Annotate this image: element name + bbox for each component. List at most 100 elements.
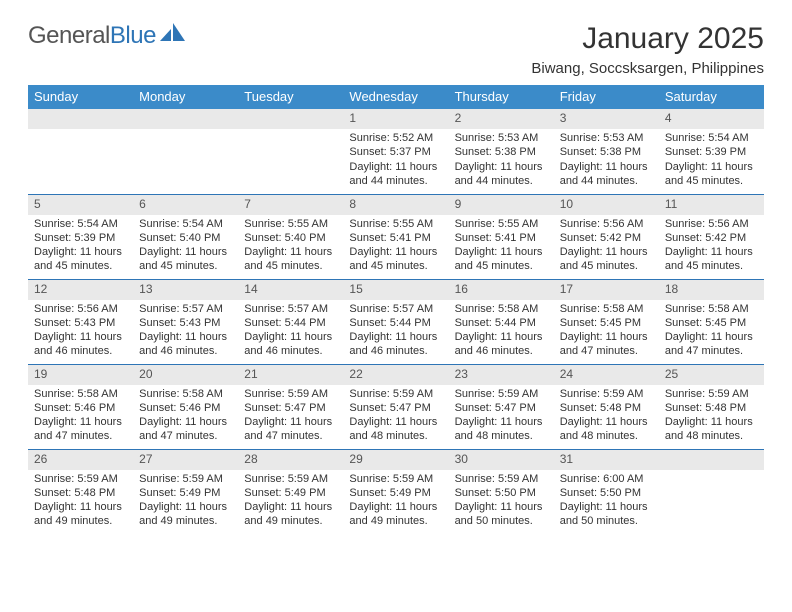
sunset-text: Sunset: 5:43 PM xyxy=(34,316,127,330)
day-number: 27 xyxy=(133,450,238,470)
sunrise-text: Sunrise: 5:59 AM xyxy=(34,472,127,486)
sunrise-text: Sunrise: 5:54 AM xyxy=(665,131,758,145)
calendar-day-cell: 19Sunrise: 5:58 AMSunset: 5:46 PMDayligh… xyxy=(28,364,133,449)
daylight-text: Daylight: 11 hours and 49 minutes. xyxy=(34,500,127,528)
calendar-day-cell: 22Sunrise: 5:59 AMSunset: 5:47 PMDayligh… xyxy=(343,364,448,449)
sunset-text: Sunset: 5:40 PM xyxy=(244,231,337,245)
day-details xyxy=(659,470,764,520)
day-details: Sunrise: 5:54 AMSunset: 5:40 PMDaylight:… xyxy=(133,215,238,277)
day-details: Sunrise: 5:59 AMSunset: 5:47 PMDaylight:… xyxy=(238,385,343,447)
day-details: Sunrise: 5:59 AMSunset: 5:49 PMDaylight:… xyxy=(343,470,448,532)
brand-sail-icon xyxy=(160,22,186,50)
sunrise-text: Sunrise: 5:58 AM xyxy=(665,302,758,316)
day-number xyxy=(133,109,238,129)
sunrise-text: Sunrise: 5:58 AM xyxy=(139,387,232,401)
calendar-day-cell: 7Sunrise: 5:55 AMSunset: 5:40 PMDaylight… xyxy=(238,194,343,279)
day-details: Sunrise: 5:57 AMSunset: 5:43 PMDaylight:… xyxy=(133,300,238,362)
calendar-day-cell xyxy=(133,109,238,194)
daylight-text: Daylight: 11 hours and 47 minutes. xyxy=(665,330,758,358)
day-number: 6 xyxy=(133,195,238,215)
sunset-text: Sunset: 5:43 PM xyxy=(139,316,232,330)
day-header: Tuesday xyxy=(238,85,343,109)
calendar-day-cell: 31Sunrise: 6:00 AMSunset: 5:50 PMDayligh… xyxy=(554,449,659,534)
day-number xyxy=(238,109,343,129)
daylight-text: Daylight: 11 hours and 48 minutes. xyxy=(665,415,758,443)
calendar-day-cell: 16Sunrise: 5:58 AMSunset: 5:44 PMDayligh… xyxy=(449,279,554,364)
calendar-day-cell: 5Sunrise: 5:54 AMSunset: 5:39 PMDaylight… xyxy=(28,194,133,279)
sunset-text: Sunset: 5:50 PM xyxy=(560,486,653,500)
daylight-text: Daylight: 11 hours and 45 minutes. xyxy=(349,245,442,273)
sunset-text: Sunset: 5:44 PM xyxy=(244,316,337,330)
month-title: January 2025 xyxy=(531,22,764,56)
daylight-text: Daylight: 11 hours and 45 minutes. xyxy=(244,245,337,273)
day-number: 30 xyxy=(449,450,554,470)
sunrise-text: Sunrise: 5:59 AM xyxy=(139,472,232,486)
day-number: 16 xyxy=(449,280,554,300)
sunrise-text: Sunrise: 5:56 AM xyxy=(34,302,127,316)
sunset-text: Sunset: 5:44 PM xyxy=(349,316,442,330)
brand-part1: General xyxy=(28,22,110,50)
day-details: Sunrise: 5:53 AMSunset: 5:38 PMDaylight:… xyxy=(449,129,554,191)
sunrise-text: Sunrise: 5:56 AM xyxy=(665,217,758,231)
calendar-week-row: 26Sunrise: 5:59 AMSunset: 5:48 PMDayligh… xyxy=(28,449,764,534)
day-details xyxy=(133,129,238,179)
sunset-text: Sunset: 5:47 PM xyxy=(244,401,337,415)
day-details: Sunrise: 5:57 AMSunset: 5:44 PMDaylight:… xyxy=(343,300,448,362)
sunrise-text: Sunrise: 5:59 AM xyxy=(349,472,442,486)
day-number: 11 xyxy=(659,195,764,215)
sunrise-text: Sunrise: 5:52 AM xyxy=(349,131,442,145)
sunrise-text: Sunrise: 5:58 AM xyxy=(455,302,548,316)
day-number: 13 xyxy=(133,280,238,300)
daylight-text: Daylight: 11 hours and 50 minutes. xyxy=(455,500,548,528)
sunrise-text: Sunrise: 5:59 AM xyxy=(244,472,337,486)
daylight-text: Daylight: 11 hours and 49 minutes. xyxy=(244,500,337,528)
page-header: GeneralBlue January 2025 Biwang, Soccsks… xyxy=(28,22,764,77)
sunset-text: Sunset: 5:39 PM xyxy=(665,145,758,159)
sunrise-text: Sunrise: 5:59 AM xyxy=(349,387,442,401)
sunset-text: Sunset: 5:37 PM xyxy=(349,145,442,159)
daylight-text: Daylight: 11 hours and 49 minutes. xyxy=(139,500,232,528)
day-header: Friday xyxy=(554,85,659,109)
calendar-day-cell: 10Sunrise: 5:56 AMSunset: 5:42 PMDayligh… xyxy=(554,194,659,279)
calendar-day-cell: 1Sunrise: 5:52 AMSunset: 5:37 PMDaylight… xyxy=(343,109,448,194)
title-block: January 2025 Biwang, Soccsksargen, Phili… xyxy=(531,22,764,77)
calendar-day-cell: 17Sunrise: 5:58 AMSunset: 5:45 PMDayligh… xyxy=(554,279,659,364)
brand-part2: Blue xyxy=(110,22,156,50)
day-details: Sunrise: 5:56 AMSunset: 5:42 PMDaylight:… xyxy=(554,215,659,277)
daylight-text: Daylight: 11 hours and 45 minutes. xyxy=(665,160,758,188)
daylight-text: Daylight: 11 hours and 46 minutes. xyxy=(139,330,232,358)
day-number: 8 xyxy=(343,195,448,215)
daylight-text: Daylight: 11 hours and 46 minutes. xyxy=(34,330,127,358)
daylight-text: Daylight: 11 hours and 44 minutes. xyxy=(560,160,653,188)
calendar-page: GeneralBlue January 2025 Biwang, Soccsks… xyxy=(0,0,792,552)
daylight-text: Daylight: 11 hours and 47 minutes. xyxy=(244,415,337,443)
daylight-text: Daylight: 11 hours and 46 minutes. xyxy=(455,330,548,358)
daylight-text: Daylight: 11 hours and 49 minutes. xyxy=(349,500,442,528)
day-number: 19 xyxy=(28,365,133,385)
calendar-day-cell: 23Sunrise: 5:59 AMSunset: 5:47 PMDayligh… xyxy=(449,364,554,449)
day-details: Sunrise: 5:52 AMSunset: 5:37 PMDaylight:… xyxy=(343,129,448,191)
calendar-day-cell: 4Sunrise: 5:54 AMSunset: 5:39 PMDaylight… xyxy=(659,109,764,194)
day-number: 2 xyxy=(449,109,554,129)
daylight-text: Daylight: 11 hours and 46 minutes. xyxy=(244,330,337,358)
day-details: Sunrise: 5:59 AMSunset: 5:47 PMDaylight:… xyxy=(343,385,448,447)
sunset-text: Sunset: 5:45 PM xyxy=(665,316,758,330)
day-header: Sunday xyxy=(28,85,133,109)
sunrise-text: Sunrise: 5:59 AM xyxy=(244,387,337,401)
day-header: Monday xyxy=(133,85,238,109)
day-details: Sunrise: 5:55 AMSunset: 5:41 PMDaylight:… xyxy=(343,215,448,277)
calendar-day-cell: 13Sunrise: 5:57 AMSunset: 5:43 PMDayligh… xyxy=(133,279,238,364)
daylight-text: Daylight: 11 hours and 47 minutes. xyxy=(139,415,232,443)
brand-logo: GeneralBlue xyxy=(28,22,186,50)
day-number: 12 xyxy=(28,280,133,300)
day-number: 18 xyxy=(659,280,764,300)
sunrise-text: Sunrise: 5:54 AM xyxy=(139,217,232,231)
calendar-week-row: 12Sunrise: 5:56 AMSunset: 5:43 PMDayligh… xyxy=(28,279,764,364)
calendar-day-cell: 6Sunrise: 5:54 AMSunset: 5:40 PMDaylight… xyxy=(133,194,238,279)
sunset-text: Sunset: 5:42 PM xyxy=(560,231,653,245)
sunset-text: Sunset: 5:42 PM xyxy=(665,231,758,245)
sunset-text: Sunset: 5:47 PM xyxy=(455,401,548,415)
sunset-text: Sunset: 5:38 PM xyxy=(560,145,653,159)
sunset-text: Sunset: 5:45 PM xyxy=(560,316,653,330)
day-details: Sunrise: 5:59 AMSunset: 5:48 PMDaylight:… xyxy=(659,385,764,447)
